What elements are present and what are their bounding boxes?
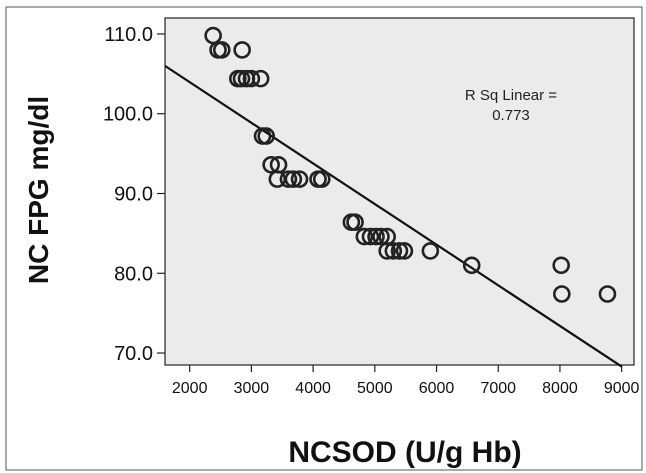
data-point xyxy=(257,127,276,145)
data-points xyxy=(204,26,617,303)
data-point xyxy=(395,242,414,260)
y-tick-label: 110.0 xyxy=(104,24,153,46)
x-axis-title: NCSOD (U/g Hb) xyxy=(288,436,521,469)
data-point xyxy=(384,242,403,260)
data-point xyxy=(372,227,390,246)
data-point xyxy=(212,41,231,59)
data-point xyxy=(251,69,270,88)
data-point xyxy=(421,242,440,260)
data-point xyxy=(378,242,396,260)
data-point xyxy=(598,285,617,303)
y-tick-label: 80.0 xyxy=(114,263,153,285)
data-point xyxy=(367,227,385,246)
data-point xyxy=(346,213,364,232)
x-tick-label: 7000 xyxy=(480,380,516,397)
y-axis-title: NC FPG mg/dl xyxy=(23,96,54,284)
x-axis: 2000 3000 4000 5000 6000 7000 8000 9000 xyxy=(172,365,640,397)
x-tick-label: 2000 xyxy=(172,380,208,397)
plot-area xyxy=(164,17,635,366)
x-tick-label: 4000 xyxy=(295,380,331,397)
data-point xyxy=(290,170,309,188)
y-tick-label: 100.0 xyxy=(103,104,153,126)
y-axis: 70.0 80.0 90.0 100.0 110.0 xyxy=(103,24,165,365)
data-point xyxy=(233,41,251,59)
regression-line xyxy=(164,64,623,368)
data-point xyxy=(462,256,481,275)
data-point xyxy=(312,170,331,188)
x-tick-label: 6000 xyxy=(419,380,455,397)
x-tick-label: 9000 xyxy=(604,380,640,397)
data-point xyxy=(355,227,374,246)
data-point xyxy=(361,227,380,246)
y-tick-label: 70.0 xyxy=(114,343,153,365)
data-point xyxy=(284,170,303,188)
annotation-r-sq-label: R Sq Linear = xyxy=(465,87,557,104)
y-tick-label: 90.0 xyxy=(114,183,153,205)
data-point xyxy=(390,242,409,260)
x-tick-label: 3000 xyxy=(234,380,270,397)
annotation-r-sq-value: 0.773 xyxy=(492,107,530,124)
data-point xyxy=(552,256,570,275)
data-point xyxy=(552,285,571,303)
data-point xyxy=(262,155,280,174)
data-point xyxy=(242,69,261,88)
x-tick-label: 8000 xyxy=(542,380,578,397)
x-tick-label: 5000 xyxy=(357,380,393,397)
data-point xyxy=(232,69,251,88)
data-point xyxy=(279,170,298,188)
